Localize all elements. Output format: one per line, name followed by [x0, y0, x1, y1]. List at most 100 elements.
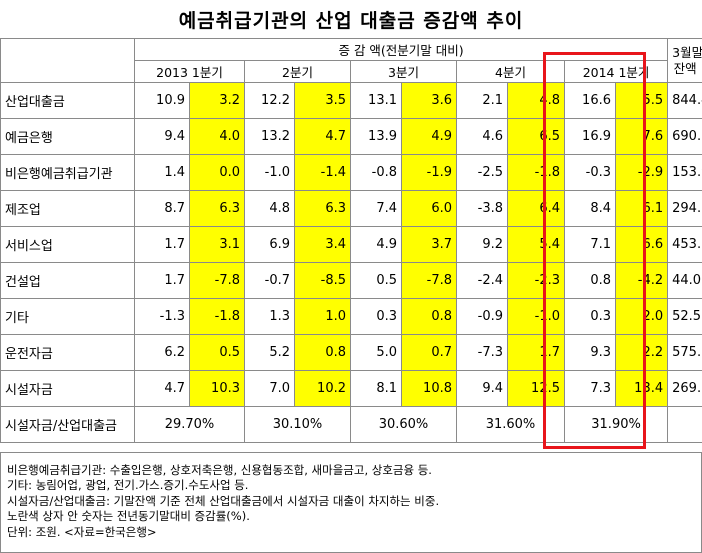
quarter-header: 2013 1분기: [134, 60, 245, 83]
yoy-rate-cell: -1.4: [294, 154, 351, 191]
footnote: 단위: 조원. <자료=한국은행>: [7, 524, 157, 539]
yoy-rate-cell: 1.7: [507, 334, 565, 371]
change-cell: 0.3: [350, 298, 402, 335]
yoy-rate-cell: 0.8: [294, 334, 351, 371]
yoy-rate-cell: 6.5: [507, 118, 565, 155]
footnotes: 비은행예금취급기관: 수출입은행, 상호저축은행, 신용협동조합, 새마을금고,…: [0, 452, 702, 553]
quarter-header: 2014 1분기: [563, 60, 669, 83]
yoy-rate-cell: 10.8: [401, 370, 457, 407]
row-label: 예금은행: [0, 118, 135, 155]
change-cell: 6.2: [134, 334, 190, 371]
quarter-header: 4분기: [456, 60, 565, 83]
change-header: 증 감 액(전분기말 대비): [133, 38, 669, 61]
change-cell: 7.1: [564, 226, 616, 263]
balance-cell: 453.3: [667, 226, 702, 263]
change-cell: 8.7: [134, 190, 190, 227]
change-cell: 7.3: [564, 370, 616, 407]
footnote: 노란색 상자 안 숫자는 전년동기말대비 증감률(%).: [7, 509, 250, 524]
row-label: 시설자금/산업대출금: [0, 406, 135, 443]
footnote: 비은행예금취급기관: 수출입은행, 상호저축은행, 신용협동조합, 새마을금고,…: [7, 463, 432, 477]
change-cell: -1.0: [244, 154, 295, 191]
balance-cell: 690.5: [667, 118, 702, 155]
quarter-header: 3분기: [350, 60, 457, 83]
yoy-rate-cell: 3.2: [189, 82, 245, 119]
row-label: 비은행예금취급기관: [0, 154, 135, 191]
yoy-rate-cell: -1.9: [401, 154, 457, 191]
change-cell: 0.8: [564, 262, 616, 299]
change-cell: 4.8: [244, 190, 295, 227]
change-cell: -0.8: [350, 154, 402, 191]
yoy-rate-cell: 12.5: [507, 370, 565, 407]
balance-cell: 44.0: [667, 262, 702, 299]
change-cell: 9.4: [134, 118, 190, 155]
change-cell: 13.9: [350, 118, 402, 155]
yoy-rate-cell: 7.6: [614, 118, 669, 155]
change-cell: 5.2: [244, 334, 295, 371]
yoy-rate-cell: 6.3: [294, 190, 351, 227]
yoy-rate-cell: 4.7: [294, 118, 351, 155]
change-cell: 13.2: [244, 118, 295, 155]
yoy-rate-cell: 0.0: [189, 154, 245, 191]
balance-cell: 153.9: [667, 154, 702, 191]
row-label: 기타: [0, 298, 135, 335]
row-label: 서비스업: [0, 226, 135, 263]
change-cell: -0.7: [244, 262, 295, 299]
change-cell: 0.3: [564, 298, 616, 335]
yoy-rate-cell: -1.0: [507, 298, 565, 335]
balance-cell: 294.6: [667, 190, 702, 227]
change-cell: 7.4: [350, 190, 402, 227]
ratio-cell: 29.70%: [134, 406, 245, 443]
yoy-rate-cell: 0.8: [401, 298, 457, 335]
yoy-rate-cell: 6.4: [507, 190, 565, 227]
change-cell: -2.4: [456, 262, 508, 299]
yoy-rate-cell: 6.1: [614, 190, 669, 227]
table-row: 기타 -1.3 -1.8 1.3 1.0 0.3 0.8 -0.9 -1.0 0.3 2.0 52.5: [0, 298, 702, 335]
ratio-row: 시설자금/산업대출금 29.70% 30.10% 30.60% 31.60% 31.90%: [0, 406, 702, 443]
data-table: 증 감 액(전분기말 대비) 3월말 잔액 2013 1분기 2분기 3분기 4…: [0, 38, 702, 443]
balance-header-line2: 잔액: [673, 60, 697, 76]
yoy-rate-cell: 4.8: [507, 82, 565, 119]
change-cell: -7.3: [456, 334, 508, 371]
change-cell: 4.7: [134, 370, 190, 407]
yoy-rate-cell: 3.6: [401, 82, 457, 119]
change-cell: 10.9: [134, 82, 190, 119]
ratio-cell: 30.10%: [244, 406, 351, 443]
change-cell: 5.0: [350, 334, 402, 371]
yoy-rate-cell: 2.0: [614, 298, 669, 335]
table-row: 건설업 1.7 -7.8 -0.7 -8.5 0.5 -7.8 -2.4 -2.3 0.8 -4.2…: [0, 262, 702, 299]
change-cell: 16.9: [564, 118, 616, 155]
yoy-rate-cell: 1.0: [294, 298, 351, 335]
ratio-cell: 31.90%: [563, 406, 669, 443]
balance-cell: 52.5: [667, 298, 702, 335]
yoy-rate-cell: 3.7: [401, 226, 457, 263]
yoy-rate-cell: -2.9: [614, 154, 669, 191]
change-cell: 13.1: [350, 82, 402, 119]
yoy-rate-cell: 0.7: [401, 334, 457, 371]
change-cell: 8.1: [350, 370, 402, 407]
change-cell: -1.3: [134, 298, 190, 335]
yoy-rate-cell: 3.4: [294, 226, 351, 263]
change-cell: 16.6: [564, 82, 616, 119]
footnote: 기타: 농림어업, 광업, 전기.가스.증기.수도사업 등.: [7, 478, 249, 493]
yoy-rate-cell: 4.9: [401, 118, 457, 155]
change-cell: 9.3: [564, 334, 616, 371]
yoy-rate-cell: -2.3: [507, 262, 565, 299]
change-cell: 7.0: [244, 370, 295, 407]
change-cell: 1.7: [134, 262, 190, 299]
change-cell: 4.9: [350, 226, 402, 263]
change-cell: 2.1: [456, 82, 508, 119]
balance-header-line1: 3월말: [672, 44, 702, 60]
yoy-rate-cell: 3.5: [294, 82, 351, 119]
yoy-rate-cell: 5.4: [507, 226, 565, 263]
yoy-rate-cell: 3.1: [189, 226, 245, 263]
change-cell: 12.2: [244, 82, 295, 119]
yoy-rate-cell: 6.3: [189, 190, 245, 227]
yoy-rate-cell: 13.4: [614, 370, 669, 407]
yoy-rate-cell: -7.8: [189, 262, 245, 299]
yoy-rate-cell: -4.2: [614, 262, 669, 299]
yoy-rate-cell: -1.8: [507, 154, 565, 191]
yoy-rate-cell: 2.2: [614, 334, 669, 371]
yoy-rate-cell: 6.6: [614, 226, 669, 263]
change-cell: 0.5: [350, 262, 402, 299]
